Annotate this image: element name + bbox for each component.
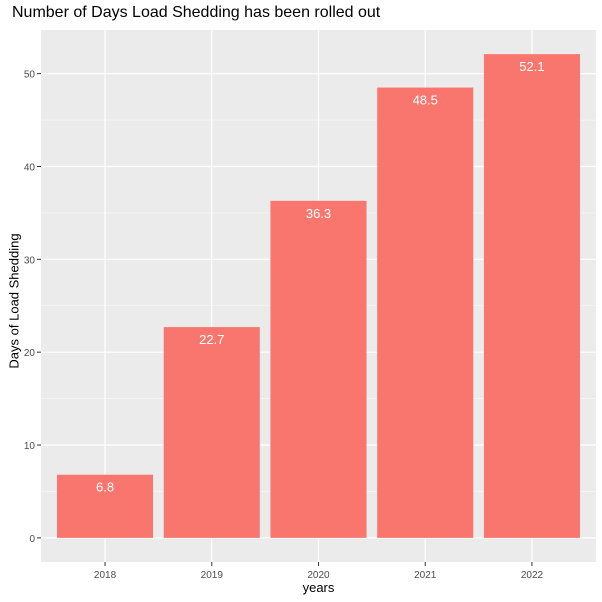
chart-title: Number of Days Load Shedding has been ro… [12,4,381,21]
x-axis-label: years [302,580,335,595]
x-tick-label: 2020 [307,570,330,581]
bar [163,327,260,538]
y-tick-label: 30 [24,255,36,266]
data-label: 36.3 [306,206,331,221]
x-tick-label: 2018 [94,570,117,581]
bar [483,54,580,538]
y-axis-label: Days of Load Shedding [6,233,22,369]
bar [57,474,154,538]
data-label: 6.8 [96,480,114,495]
x-tick-label: 2019 [201,570,224,581]
x-tick-label: 2022 [521,570,544,581]
bar [270,200,367,538]
data-label: 52.1 [519,59,544,74]
bar [377,87,474,538]
y-tick-label: 20 [24,348,36,359]
y-tick-label: 10 [24,441,36,452]
x-tick-label: 2021 [414,570,437,581]
y-tick-label: 50 [24,70,36,81]
y-tick-label: 40 [24,162,36,173]
y-tick-label: 0 [29,534,35,545]
data-label: 48.5 [413,93,438,108]
data-label: 22.7 [199,332,224,347]
